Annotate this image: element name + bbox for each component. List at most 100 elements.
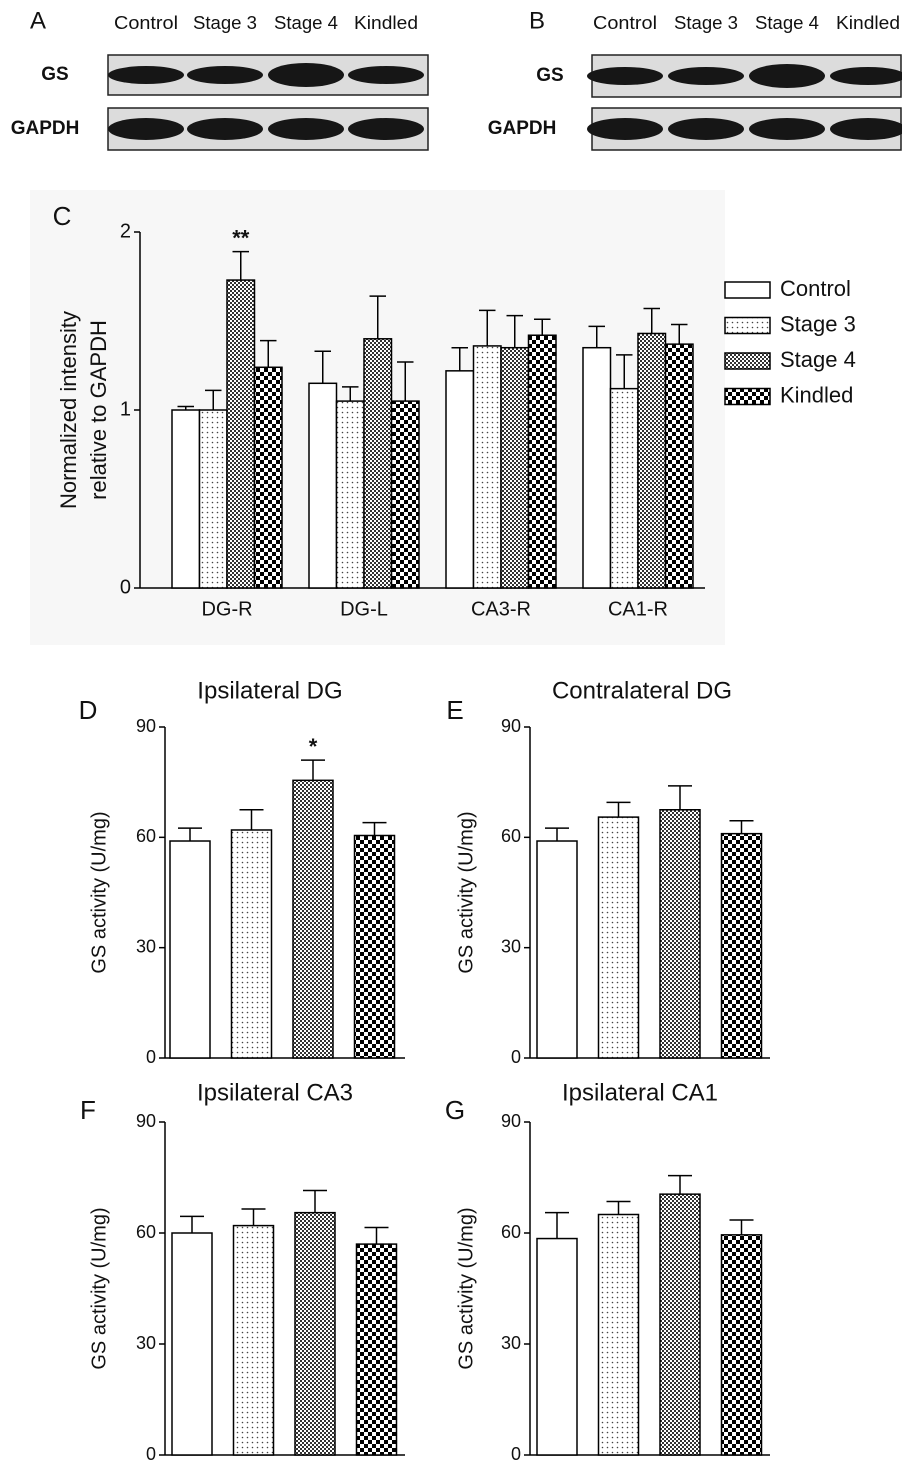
y-tick-label: 0 (511, 1444, 521, 1462)
blot-band (749, 118, 825, 140)
bar (170, 841, 210, 1058)
panel-letter: G (445, 1095, 465, 1125)
bar (501, 348, 529, 588)
x-tick-label: DG-L (340, 598, 388, 620)
y-axis-label: relative to GAPDH (86, 320, 111, 500)
y-axis-label: GS activity (U/mg) (88, 1207, 110, 1369)
blot-band (587, 67, 663, 85)
blot-band (187, 118, 263, 140)
bar (337, 401, 365, 588)
blot-band (108, 66, 184, 84)
lane-label: Stage 4 (274, 13, 338, 33)
bar (660, 1194, 700, 1455)
bar (392, 401, 420, 588)
blot-band (348, 118, 424, 140)
significance-annotation: * (309, 734, 318, 759)
bar (474, 346, 502, 588)
panel-letter: E (446, 695, 463, 725)
legend-label: Kindled (780, 382, 853, 407)
bar (529, 335, 557, 588)
row-label: GAPDH (11, 118, 80, 139)
row-label: GAPDH (488, 118, 557, 139)
bar (295, 1213, 335, 1455)
significance-annotation: ** (232, 225, 250, 250)
y-axis-label: Normalized intensity (56, 311, 81, 509)
bar (172, 1233, 212, 1455)
legend-label: Stage 3 (780, 311, 856, 336)
legend-swatch (725, 318, 770, 334)
lane-label: Stage 3 (674, 13, 738, 33)
bar (583, 348, 611, 588)
legend-label: Stage 4 (780, 347, 856, 372)
bar (309, 383, 337, 588)
bar (638, 333, 666, 588)
bar (232, 830, 272, 1058)
bar (357, 1244, 397, 1455)
y-tick-label: 30 (136, 1333, 156, 1353)
figure: A Control Stage 3 Stage 4 Kindled GS GAPDH B Con… (0, 0, 902, 1462)
blot-band (187, 66, 263, 84)
bar (227, 280, 255, 588)
y-tick-label: 90 (136, 1111, 156, 1131)
y-tick-label: 2 (120, 220, 131, 242)
bar (722, 834, 762, 1058)
bar (355, 835, 395, 1058)
legend-swatch (725, 282, 770, 298)
y-tick-label: 60 (501, 1222, 521, 1242)
y-tick-label: 90 (501, 1111, 521, 1131)
bar (660, 810, 700, 1058)
bar (599, 1215, 639, 1456)
legend-swatch (725, 389, 770, 405)
legend-label: Control (780, 276, 851, 301)
y-tick-label: 90 (501, 716, 521, 736)
lane-label: Control (114, 13, 178, 33)
row-label: GS (41, 64, 68, 85)
y-tick-label: 1 (120, 398, 131, 420)
bar (364, 339, 392, 588)
lane-label: Kindled (836, 13, 900, 33)
legend-swatch (725, 353, 770, 369)
bar (537, 1239, 577, 1455)
bar (611, 389, 639, 588)
lane-label: Stage 3 (193, 13, 257, 33)
page: A Control Stage 3 Stage 4 Kindled GS GAPDH B Con… (0, 0, 902, 1462)
y-tick-label: 60 (136, 1222, 156, 1242)
chart-title: Contralateral DG (552, 677, 732, 704)
chart-title: Ipsilateral DG (197, 677, 342, 704)
panel-letter: D (79, 695, 98, 725)
y-axis-label: GS activity (U/mg) (455, 1207, 477, 1369)
panel-letter: B (529, 7, 545, 34)
y-tick-label: 0 (146, 1444, 156, 1462)
bar (722, 1235, 762, 1455)
blot-band (348, 66, 424, 84)
y-tick-label: 30 (501, 936, 521, 956)
y-tick-label: 0 (120, 576, 131, 598)
x-tick-label: CA3-R (471, 598, 531, 620)
bar (172, 410, 200, 588)
lane-label: Control (593, 13, 657, 33)
blot-band (668, 67, 744, 85)
bar (255, 367, 283, 588)
y-tick-label: 60 (501, 826, 521, 846)
y-tick-label: 90 (136, 716, 156, 736)
y-axis-label: GS activity (U/mg) (455, 811, 477, 973)
blot-band (268, 118, 344, 140)
bar (234, 1226, 274, 1455)
panel-letter: A (30, 7, 46, 34)
panel-letter: F (80, 1095, 96, 1125)
lane-label: Kindled (354, 13, 418, 33)
blot-band (668, 118, 744, 140)
y-axis-label: GS activity (U/mg) (88, 811, 110, 973)
panel-letter: C (53, 201, 72, 231)
x-tick-label: DG-R (201, 598, 252, 620)
y-tick-label: 30 (501, 1333, 521, 1353)
y-tick-label: 0 (511, 1047, 521, 1067)
row-label: GS (536, 65, 563, 86)
x-tick-label: CA1-R (608, 598, 668, 620)
y-tick-label: 0 (146, 1047, 156, 1067)
bar (599, 817, 639, 1058)
blot-band (749, 64, 825, 88)
bar (200, 410, 228, 588)
bar (666, 344, 694, 588)
bar (537, 841, 577, 1058)
